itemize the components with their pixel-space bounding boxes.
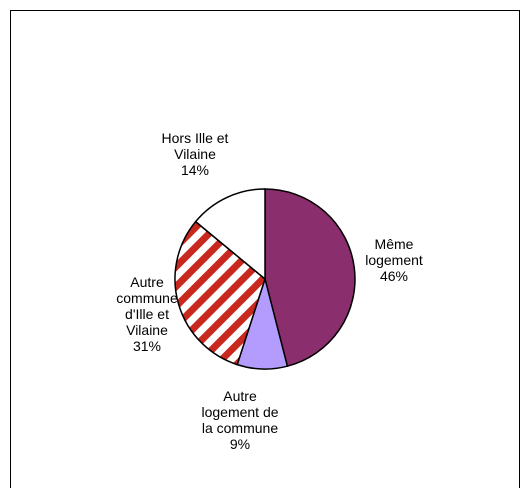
slice-value-4: 14% bbox=[181, 162, 209, 178]
slice-label-4: Hors Ille et Vilaine 14% bbox=[162, 130, 229, 178]
pie-chart: Même logement 46%Autre logement de la commun… bbox=[116, 130, 423, 452]
chart-frame: Même logement 46% Autre logement de la commun… bbox=[10, 10, 520, 488]
pie-slice-1 bbox=[264, 188, 356, 368]
pie-slice-4 bbox=[194, 188, 266, 281]
slice-label-line: logement bbox=[365, 252, 423, 268]
slice-label-3: Autre commune d'Ille et Vilaine 31% bbox=[116, 274, 178, 354]
slice-label-line: Vilaine bbox=[126, 322, 168, 338]
pie-labels: Même logement 46%Autre logement de la commun… bbox=[116, 130, 423, 452]
slice-value-2: 9% bbox=[230, 436, 250, 452]
slice-label-line: Vilaine bbox=[174, 146, 216, 162]
slice-label-line: Autre bbox=[130, 274, 164, 290]
pie-slices bbox=[174, 188, 356, 370]
slice-label-1: Même logement 46% bbox=[365, 236, 423, 284]
slice-label-line: Hors Ille et bbox=[162, 130, 229, 146]
slice-label-2: Autre logement de la commune 9% bbox=[201, 388, 278, 452]
slice-label-line: d'Ille et bbox=[125, 306, 169, 322]
slice-label-line: Même bbox=[375, 236, 414, 252]
slice-value-1: 46% bbox=[380, 268, 408, 284]
slice-value-3: 31% bbox=[133, 338, 161, 354]
slice-label-line: logement de bbox=[201, 404, 278, 420]
slice-label-line: commune bbox=[116, 290, 178, 306]
pie-slice-3 bbox=[174, 220, 266, 366]
slice-label-line: la commune bbox=[202, 420, 278, 436]
slice-label-line: Autre bbox=[223, 388, 257, 404]
